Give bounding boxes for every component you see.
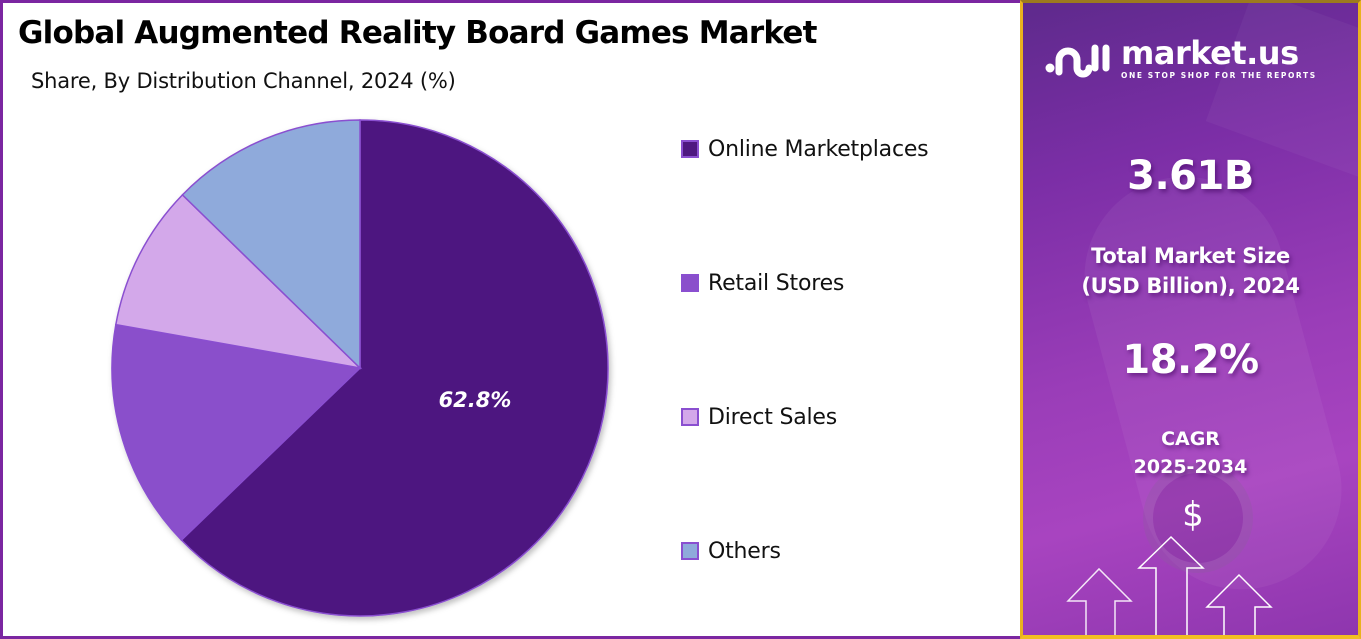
- legend-swatch: [681, 274, 699, 292]
- legend-label: Retail Stores: [708, 270, 845, 296]
- cagr-label-line1: CAGR: [1161, 428, 1220, 450]
- market-us-logo-icon: [1045, 44, 1110, 77]
- market-size-label-line2: (USD Billion), 2024: [1081, 274, 1300, 298]
- legend-item-direct-sales[interactable]: Direct Sales: [681, 397, 837, 437]
- dollar-icon: $: [1182, 495, 1204, 535]
- pie-slice-label: 62.8%: [439, 388, 512, 412]
- pie-slice-retail-stores[interactable]: [111, 323, 362, 542]
- chart-panel: Global Augmented Reality Board Games Mar…: [0, 0, 1020, 639]
- market-size-label-line1: Total Market Size: [1091, 244, 1290, 268]
- legend-label: Direct Sales: [708, 404, 838, 430]
- pie-slice-others[interactable]: [181, 119, 361, 370]
- pie-chart: 62.8%: [103, 115, 623, 635]
- pie-chart-svg: 62.8%: [111, 119, 609, 617]
- cagr-value: 18.2%: [1122, 337, 1259, 383]
- legend-item-retail-stores[interactable]: Retail Stores: [681, 263, 844, 303]
- pie-slice-online-marketplaces[interactable]: [180, 119, 609, 617]
- logo-tagline: ONE STOP SHOP FOR THE REPORTS: [1121, 71, 1317, 80]
- legend-label: Online Marketplaces: [708, 136, 929, 162]
- market-size-value: 3.61B: [1127, 153, 1254, 199]
- legend-item-online-marketplaces[interactable]: Online Marketplaces: [681, 129, 929, 169]
- summary-sidebar: market.us ONE STOP SHOP FOR THE REPORTS …: [1020, 0, 1361, 639]
- pie-slice-direct-sales[interactable]: [114, 193, 363, 370]
- legend-swatch: [681, 408, 699, 426]
- logo-name: market.us: [1121, 34, 1299, 72]
- legend-swatch: [681, 140, 699, 158]
- chart-title: Global Augmented Reality Board Games Mar…: [18, 15, 817, 51]
- chart-subtitle: Share, By Distribution Channel, 2024 (%): [31, 69, 456, 93]
- cagr-label-line2: 2025-2034: [1133, 456, 1248, 478]
- legend-item-others[interactable]: Others: [681, 531, 781, 571]
- market-us-logo[interactable]: market.us ONE STOP SHOP FOR THE REPORTS: [1045, 37, 1317, 80]
- legend-label: Others: [708, 538, 781, 564]
- up-arrow-icon: [1066, 535, 1273, 635]
- legend-swatch: [681, 542, 699, 560]
